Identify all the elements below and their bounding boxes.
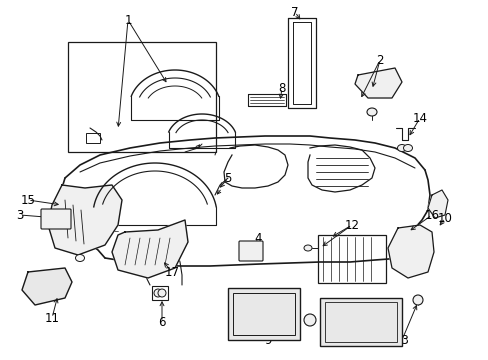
Text: 16: 16	[424, 208, 439, 221]
Circle shape	[304, 314, 315, 326]
Text: 5: 5	[224, 171, 231, 185]
Text: 13: 13	[394, 333, 408, 346]
Circle shape	[412, 295, 422, 305]
FancyBboxPatch shape	[227, 288, 299, 340]
Ellipse shape	[304, 245, 311, 251]
Bar	[152, 286, 168, 300]
Bar	[68, 42, 216, 152]
Text: 7: 7	[291, 5, 298, 18]
FancyBboxPatch shape	[239, 241, 263, 261]
Bar	[325, 302, 396, 342]
FancyBboxPatch shape	[41, 209, 71, 229]
Text: 6: 6	[158, 315, 165, 328]
Bar	[317, 235, 385, 283]
Text: 15: 15	[20, 194, 35, 207]
Bar	[86, 133, 100, 143]
Text: 10: 10	[437, 212, 451, 225]
Text: 1: 1	[124, 14, 131, 27]
FancyBboxPatch shape	[319, 298, 401, 346]
Circle shape	[158, 289, 165, 297]
Ellipse shape	[366, 108, 376, 116]
Polygon shape	[22, 268, 72, 305]
Ellipse shape	[75, 255, 84, 261]
Text: 4: 4	[254, 231, 261, 244]
Text: 9: 9	[264, 333, 271, 346]
Ellipse shape	[397, 144, 406, 152]
Text: 2: 2	[375, 54, 383, 67]
Polygon shape	[354, 68, 401, 98]
Text: 3: 3	[16, 208, 23, 221]
Text: 8: 8	[278, 81, 285, 95]
Polygon shape	[112, 220, 187, 278]
Polygon shape	[387, 225, 433, 278]
Bar	[232, 293, 294, 335]
Polygon shape	[48, 185, 122, 255]
Ellipse shape	[403, 144, 412, 152]
Text: 14: 14	[412, 112, 427, 125]
Text: 12: 12	[344, 219, 359, 231]
Text: 11: 11	[44, 311, 60, 324]
Text: 17: 17	[164, 266, 179, 279]
Polygon shape	[427, 190, 447, 218]
Circle shape	[154, 289, 162, 297]
